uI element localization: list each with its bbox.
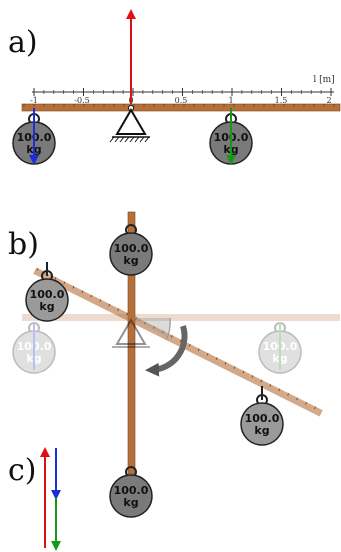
panel-label-b: b) — [8, 227, 39, 262]
weight-b-right: 100.0 kg — [240, 386, 284, 446]
tilted-beam-tick-mark — [233, 366, 236, 369]
weight-c-bottom-value: 100.0 — [114, 484, 149, 497]
tilted-beam-tick-mark — [99, 299, 102, 303]
weight-b-ghost-left-value: 100.0 — [17, 340, 52, 353]
panel-c — [40, 447, 61, 551]
weight-b-top-value: 100.0 — [114, 242, 149, 255]
weight-b-top: 100.0 kg — [109, 224, 153, 276]
ruler-tick-1.5: 1.5 — [275, 96, 288, 105]
tilted-beam-tick-mark — [170, 335, 173, 338]
panel-label-a: a) — [8, 25, 38, 60]
tilted-beam-tick-mark — [251, 375, 254, 378]
ruler-tick-neg0.5: -0.5 — [74, 96, 89, 105]
tilted-beam-tick-mark — [287, 393, 290, 396]
tilted-beam-tick-mark — [242, 370, 245, 374]
ruler-tick-0.5: 0.5 — [175, 96, 188, 105]
weight-b-right-unit: kg — [254, 424, 269, 437]
tilted-beam-tick-mark — [153, 326, 155, 329]
ruler-tick-1: 1 — [228, 96, 233, 105]
weight-b-ghost-left-unit: kg — [26, 352, 41, 365]
beam-vertical — [127, 211, 136, 475]
angle-arc — [165, 317, 171, 341]
tilted-beam-tick-mark — [188, 344, 191, 347]
pivot-support — [109, 105, 150, 143]
tilted-beam-tick-mark — [197, 348, 200, 352]
pivot-support-ghost — [112, 318, 150, 348]
tilted-beam-tick-mark — [296, 397, 299, 401]
tilted-beam-tick-mark — [54, 277, 57, 280]
tilted-beam-tick-mark — [314, 406, 316, 410]
weight-c-bottom: 100.0 kg — [109, 466, 153, 518]
tilted-beam-tick-mark — [135, 317, 137, 320]
tilted-beam-tick-mark — [206, 352, 209, 356]
weight-b-ghost-right-value: 100.0 — [263, 340, 298, 353]
tilted-beam-tick-mark — [278, 388, 281, 392]
ruler-tick-2: 2 — [326, 96, 331, 105]
tilted-beam-tick-mark — [117, 308, 120, 311]
weight-b-top-unit: kg — [123, 254, 138, 267]
weight-b-ghost-left: 100.0 kg — [12, 322, 56, 374]
ruler-unit-label: l [m] — [313, 75, 334, 85]
weight-b-ghost-right-unit: kg — [272, 352, 287, 365]
tilted-beam-tick-mark — [108, 303, 111, 307]
tilted-beam-tick-mark — [81, 290, 84, 294]
angle-wedge — [131, 318, 171, 336]
tilted-beam-tick-mark — [269, 384, 272, 387]
beam-tilted — [33, 267, 323, 417]
ruler: l [m] -1 -0.5 0 0.5 1 1.5 2 — [30, 75, 335, 105]
weight-c-bottom-unit: kg — [123, 496, 138, 509]
weight-b-left-unit: kg — [39, 300, 54, 313]
tilted-beam-tick-mark — [72, 286, 75, 289]
weight-b-left-value: 100.0 — [30, 288, 65, 301]
weight-b-ghost-right: 100.0 kg — [258, 322, 302, 374]
ruler-tick-neg1: -1 — [30, 96, 38, 105]
tilted-beam-tick-mark — [215, 357, 218, 361]
weight-b-left: 100.0 kg — [25, 262, 69, 322]
tilted-beam-tick-mark — [63, 281, 66, 285]
rotation-arrow — [145, 325, 188, 377]
panel-b: α 100.0 kg 100.0 kg 100.0 kg — [12, 211, 340, 518]
tilted-beam-tick-mark — [161, 330, 164, 334]
ghost-beam-horizontal — [22, 314, 340, 321]
tilted-beam-tick-mark — [90, 294, 93, 298]
tilted-beam-tick-mark — [305, 402, 308, 405]
tilted-beam-tick-mark — [144, 321, 146, 325]
panel-a: l [m] -1 -0.5 0 0.5 1 1.5 2 100.0 kg — [12, 9, 341, 165]
tilted-beam-tick-mark — [260, 379, 263, 383]
tilted-beam-tick-mark — [36, 268, 39, 271]
weight-b-right-value: 100.0 — [245, 412, 280, 425]
tilted-beam-tick-mark — [179, 339, 182, 343]
panel-label-c: c) — [8, 453, 37, 488]
beam-horizontal — [21, 103, 341, 112]
tilted-beam-tick-mark — [224, 361, 227, 365]
tilted-beam-tick-mark — [126, 312, 129, 316]
